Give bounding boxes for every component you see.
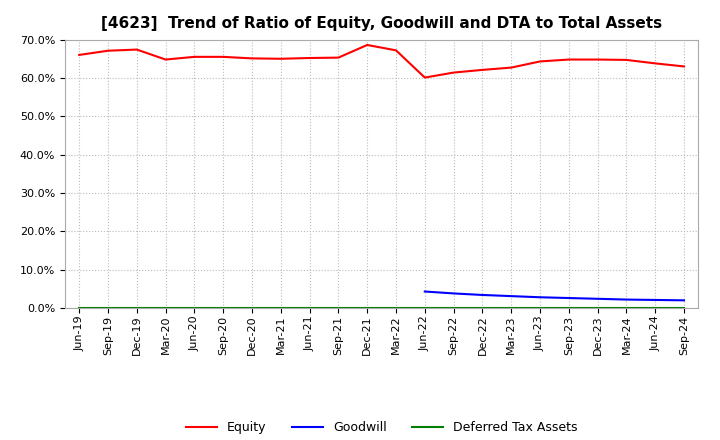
Title: [4623]  Trend of Ratio of Equity, Goodwill and DTA to Total Assets: [4623] Trend of Ratio of Equity, Goodwil… [101,16,662,32]
Equity [478,67,487,73]
Equity [651,61,660,66]
Goodwill [564,295,573,301]
Equity [593,57,602,62]
Equity [392,48,400,53]
Equity [248,56,256,61]
Goodwill [593,296,602,301]
Goodwill [449,291,458,296]
Equity [622,57,631,62]
Equity [276,56,285,62]
Equity [420,75,429,80]
Line: Goodwill: Goodwill [425,292,684,301]
Legend: Equity, Goodwill, Deferred Tax Assets: Equity, Goodwill, Deferred Tax Assets [181,416,582,439]
Equity [161,57,170,62]
Equity [132,47,141,52]
Equity [334,55,343,60]
Equity [363,42,372,48]
Goodwill [536,295,544,300]
Equity [536,59,544,64]
Equity [507,65,516,70]
Equity [219,54,228,59]
Goodwill [651,297,660,303]
Goodwill [622,297,631,302]
Equity [104,48,112,53]
Equity [680,64,688,69]
Goodwill [507,293,516,299]
Line: Equity: Equity [79,45,684,77]
Equity [190,54,199,59]
Equity [305,55,314,61]
Equity [75,52,84,58]
Equity [564,57,573,62]
Goodwill [478,292,487,297]
Equity [449,70,458,75]
Goodwill [420,289,429,294]
Goodwill [680,298,688,303]
